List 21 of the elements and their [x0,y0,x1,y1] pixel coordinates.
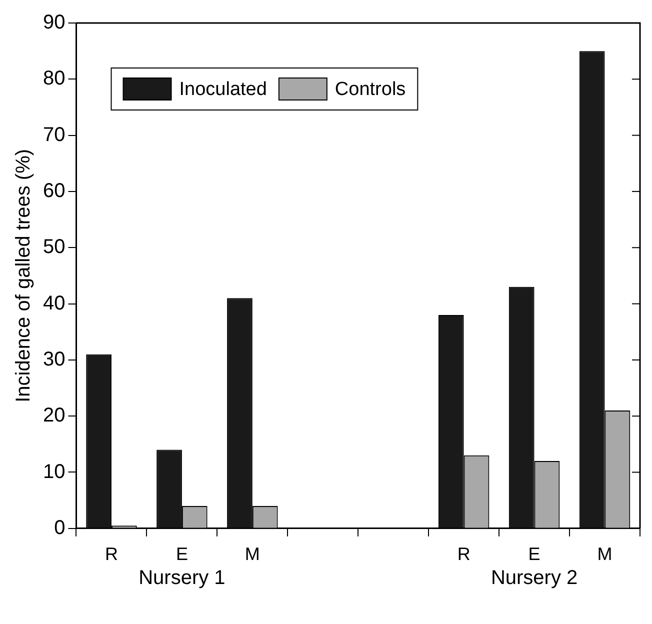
y-tick-label: 50 [42,236,66,258]
text: Nursery 2 [490,566,578,589]
x-tick-label: M [244,544,260,564]
x-tick-label: M [597,544,612,564]
y-tick-label: 40 [42,292,66,314]
y-axis-title: Incidence of galled trees (%) [12,148,35,402]
y-tick-label: 90 [42,12,66,34]
y-tick-label: 10 [42,460,66,483]
x-tick-label: R [457,544,470,564]
y-tick-label: 0 [54,516,66,539]
legend-label: Inoculated [179,79,267,100]
y-tick-label: 30 [42,348,66,370]
x-tick-label: E [176,544,188,564]
x-tick-label: R [104,544,118,564]
y-tick-label: 70 [42,124,66,146]
y-tick-label: 60 [42,180,66,202]
legend-label: Controls [334,79,406,100]
text: Nursery 1 [138,566,226,589]
x-tick-label: E [528,544,540,564]
y-tick-label: 80 [42,68,66,90]
y-tick-label: 20 [42,404,66,427]
